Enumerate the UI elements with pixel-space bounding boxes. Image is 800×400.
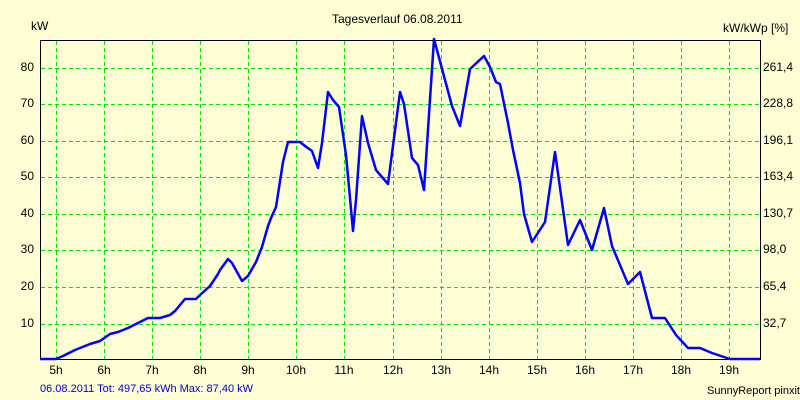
y-tick-right: 163,4 (763, 169, 794, 183)
x-tick: 13h (430, 363, 452, 377)
x-tick: 8h (193, 363, 207, 377)
x-tick: 17h (622, 363, 644, 377)
y-tick-left: 10 (20, 316, 34, 330)
y-tick-right: 98,0 (763, 242, 787, 256)
right-axis-unit: kW/kWp [%] (723, 21, 789, 35)
y-tick-right: 228,8 (763, 96, 794, 110)
y-tick-left: 60 (20, 133, 34, 147)
y-tick-right: 130,7 (763, 206, 794, 220)
y-tick-left: 40 (20, 206, 34, 220)
x-tick: 9h (241, 363, 255, 377)
x-tick: 11h (334, 363, 354, 377)
x-tick: 5h (49, 363, 63, 377)
x-tick: 12h (382, 363, 404, 377)
y-tick-left: 20 (20, 279, 34, 293)
x-tick: 14h (478, 363, 500, 377)
summary-text: 06.08.2011 Tot: 497,65 kWh Max: 87,40 kW (40, 383, 253, 395)
credit-text: SunnyReport pinxit (707, 385, 800, 397)
x-tick: 10h (285, 363, 307, 377)
y-tick-left: 50 (20, 169, 34, 183)
chart-title: Tagesverlauf 06.08.2011 (332, 12, 463, 26)
x-tick: 15h (526, 363, 548, 377)
x-tick: 7h (145, 363, 159, 377)
y-tick-right: 65,4 (763, 279, 787, 293)
y-tick-right: 32,7 (763, 316, 787, 330)
axis-frame (40, 40, 761, 360)
x-tick: 19h (718, 363, 740, 377)
x-tick: 16h (574, 363, 596, 377)
x-tick: 18h (670, 363, 692, 377)
power-line-series (40, 37, 760, 361)
y-tick-left: 70 (20, 96, 34, 110)
y-tick-right: 196,1 (763, 133, 794, 147)
x-tick: 6h (97, 363, 111, 377)
left-axis-unit: kW (31, 19, 49, 33)
y-tick-left: 80 (20, 60, 34, 74)
y-tick-left: 30 (20, 242, 34, 256)
y-tick-right: 261,4 (763, 60, 794, 74)
gridlines (41, 41, 760, 359)
